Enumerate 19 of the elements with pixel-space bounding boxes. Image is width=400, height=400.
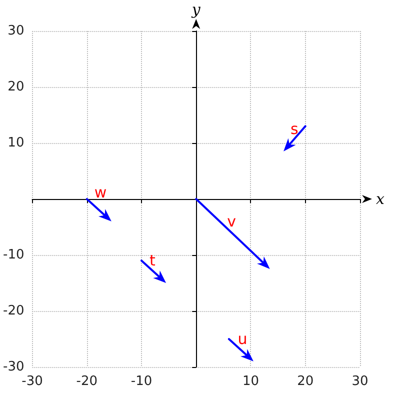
- x-tick-label: 20: [297, 374, 314, 389]
- x-tick-label: -10: [130, 374, 152, 389]
- annotation: w: [94, 183, 107, 202]
- y-tick-label: 20: [8, 80, 24, 94]
- x-axis-title: x: [376, 190, 385, 208]
- y-tick-label: 10: [8, 136, 24, 150]
- x-tick-label: 30: [352, 374, 368, 389]
- x-tick-label: -30: [22, 374, 43, 389]
- x-tick-label: 10: [242, 374, 260, 389]
- x-tick-label: -20: [76, 374, 98, 389]
- y-axis-title: y: [190, 0, 201, 18]
- annotation: s: [290, 120, 299, 138]
- y-tick-label: -10: [3, 248, 24, 262]
- annotation: t: [149, 252, 156, 270]
- annotation: u: [238, 330, 248, 348]
- annotation: v: [227, 212, 236, 230]
- y-tick-label: -20: [3, 304, 24, 318]
- y-tick-label: -30: [3, 360, 24, 374]
- y-tick-label: 30: [8, 24, 24, 38]
